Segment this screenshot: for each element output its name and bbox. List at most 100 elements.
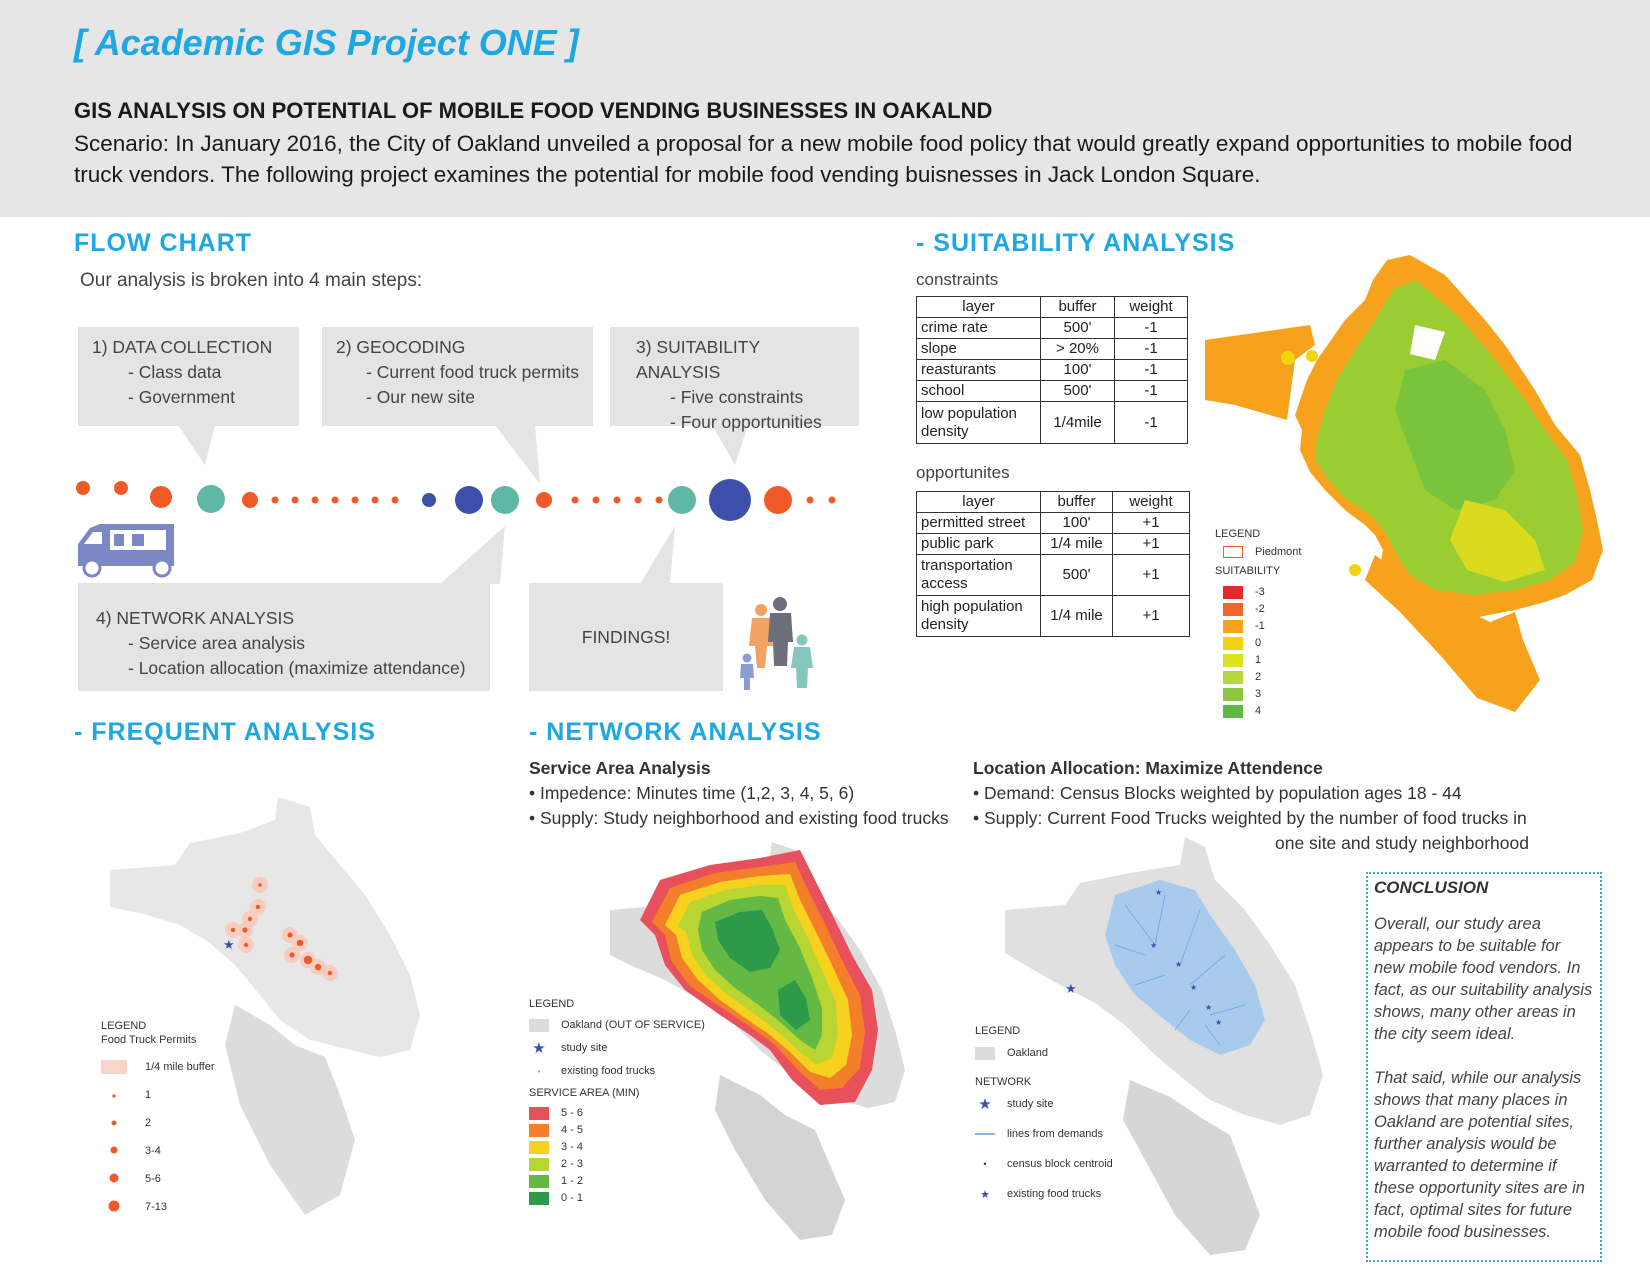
legend-row: 3 - 4 [529,1140,705,1154]
permit-dot-7-13 [108,1200,120,1211]
map-high-suitability [1395,360,1515,510]
constraints-label: constraints [916,270,999,289]
legend-subtitle: Food Truck Permits [101,1034,197,1046]
dot-icon: • [983,1159,987,1169]
suitability-map [1205,255,1603,712]
findings-box: FINDINGS! [529,583,723,691]
legend-row: 4 - 5 [529,1123,705,1137]
table-cell: 500' [1040,380,1115,402]
table-cell: > 20% [1040,338,1115,360]
main-heading: GIS ANALYSIS ON POTENTIAL OF MOBILE FOOD… [74,98,993,123]
legend-swatch [1223,704,1243,718]
table-cell: crime rate [916,317,1041,339]
timeline-dot [114,481,128,495]
timeline-dot [455,486,483,514]
map-south-area [225,1005,355,1215]
step-item: - Four opportunities [670,412,822,432]
step-heading: 1) DATA COLLECTION [92,337,273,357]
step-item: - Location allocation (maximize attendan… [128,658,466,678]
step-item: - Our new site [366,387,475,407]
study-site-star-icon: ★ [1065,981,1077,996]
permit-points [230,883,333,976]
table-header: weight [1112,491,1190,513]
step-heading: 4) NETWORK ANALYSIS [96,608,295,628]
step-item: - Current food truck permits [366,362,579,382]
legend-row-existing: ★ existing food trucks [975,1187,1113,1201]
table-cell: low population density [916,401,1041,444]
legend-title: LEGEND [1215,528,1261,540]
legend-swatch [1223,636,1243,650]
timeline-dot [391,496,399,504]
table-cell: -1 [1114,380,1188,402]
demand-lines-area [1105,880,1265,1055]
flow-chart-title: FLOW CHART [74,229,253,257]
timeline-dot [709,479,751,521]
timeline-dot [613,496,621,504]
service-0-1 [778,980,810,1030]
opportunities-table: layer buffer weight permitted street 100… [916,491,1190,637]
piedmont-swatch [1223,546,1243,558]
table-row: high population density 1/4 mile +1 [916,595,1190,637]
star-icon: ★ [978,1096,992,1113]
map-south-area [715,1075,845,1240]
legend-label: Oakland (OUT OF SERVICE) [561,1019,705,1031]
findings-label: FINDINGS! [581,626,671,647]
table-cell: 100' [1040,512,1113,534]
legend-row: -2 [1223,602,1301,616]
step-item: - Service area analysis [128,633,306,653]
step-item: - Government [128,387,235,407]
legend-row: 0 - 1 [529,1191,705,1205]
project-title: [ Academic GIS Project ONE ] [74,22,579,63]
frequent-map: ★ [110,797,420,1215]
legend-title: LEGEND [101,1020,147,1032]
legend-row-study-site: ★ study site [975,1096,1113,1113]
legend-swatch [1223,602,1243,616]
table-cell: reasturants [916,359,1041,381]
legend-title: LEGEND [529,998,575,1010]
legend-label: study site [561,1042,608,1054]
svg-text:★: ★ [1150,941,1157,950]
legend-label: 2 - 3 [561,1158,584,1170]
table-cell: +1 [1112,554,1190,596]
table-row: permitted street 100' +1 [916,512,1190,534]
legend-swatch [529,1106,549,1120]
legend-label: Piedmont [1255,546,1302,558]
callout-pointer-findings [640,526,675,584]
service-area-heading: Service Area Analysis [529,758,711,778]
legend-swatch [529,1123,549,1137]
timeline-dot [764,486,792,514]
table-row: public park 1/4 mile +1 [916,533,1190,555]
timeline-dot [197,485,225,513]
legend-subtitle: NETWORK [975,1076,1032,1088]
timeline-dot [668,486,696,514]
legend-row: 4 [1223,704,1301,718]
dot-icon: • [537,1066,541,1076]
table-cell: 1/4mile [1040,401,1115,444]
location-allocation-heading: Location Allocation: Maximize Attendence [973,758,1323,778]
svg-text:★: ★ [1205,1003,1212,1012]
header-band [0,0,1650,217]
conclusion-paragraph: Overall, our study area appears to be su… [1374,915,1593,1043]
table-header: layer [916,296,1041,318]
step-item: - Class data [128,362,222,382]
service-area-bullet: • Impedence: Minutes time (1,2, 3, 4, 5,… [529,783,855,803]
table-cell: transportation access [916,554,1041,596]
legend-row: -3 [1223,585,1301,599]
legend-swatch [1223,670,1243,684]
step-network-analysis: 4) NETWORK ANALYSIS - Service area analy… [78,583,490,691]
timeline-dot [828,496,836,504]
legend-row-oakland: Oakland [975,1046,1113,1060]
scenario-text: Scenario: In January 2016, the City of O… [74,131,1573,187]
legend-row: 3-4 [101,1144,215,1158]
timeline-dot [351,496,359,504]
legend-swatch [1223,653,1243,667]
suitability-legend: LEGEND Piedmont SUITABILITY -3 -2 -1 0 1… [1215,528,1301,721]
legend-label: Oakland [1007,1047,1048,1059]
table-row: school 500' -1 [916,380,1188,402]
legend-label: -2 [1255,603,1265,615]
map-neutral-zone [1450,500,1545,582]
timeline-dot [592,496,600,504]
star-icon: ★ [532,1040,546,1057]
legend-row-lines: lines from demands [975,1127,1113,1141]
legend-label: existing food trucks [1007,1188,1102,1200]
